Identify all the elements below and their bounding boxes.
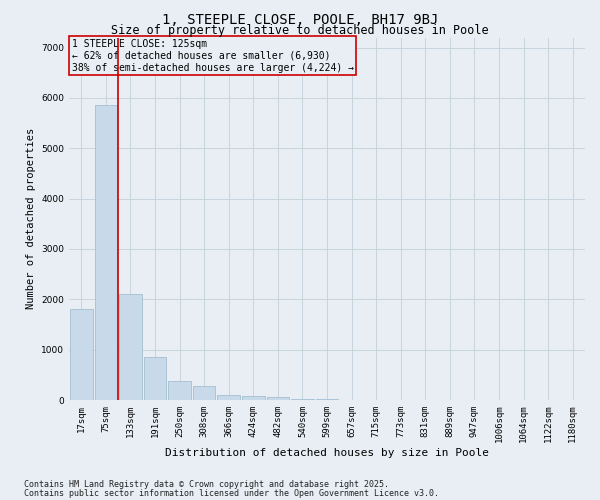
Text: Size of property relative to detached houses in Poole: Size of property relative to detached ho…	[111, 24, 489, 37]
Bar	[143, 357, 166, 400]
Text: 1, STEEPLE CLOSE, POOLE, BH17 9BJ: 1, STEEPLE CLOSE, POOLE, BH17 9BJ	[162, 12, 438, 26]
Bar	[291, 398, 314, 400]
Text: 1 STEEPLE CLOSE: 125sqm
← 62% of detached houses are smaller (6,930)
38% of semi: 1 STEEPLE CLOSE: 125sqm ← 62% of detache…	[71, 40, 353, 72]
Bar	[266, 398, 289, 400]
Bar	[217, 394, 240, 400]
Bar	[70, 310, 92, 400]
Bar	[193, 386, 215, 400]
Bar	[168, 381, 191, 400]
Text: Contains public sector information licensed under the Open Government Licence v3: Contains public sector information licen…	[24, 488, 439, 498]
Bar	[95, 106, 117, 400]
Bar	[119, 294, 142, 400]
Y-axis label: Number of detached properties: Number of detached properties	[26, 128, 35, 310]
X-axis label: Distribution of detached houses by size in Poole: Distribution of detached houses by size …	[165, 448, 489, 458]
Bar	[242, 396, 265, 400]
Bar	[316, 399, 338, 400]
Text: Contains HM Land Registry data © Crown copyright and database right 2025.: Contains HM Land Registry data © Crown c…	[24, 480, 389, 489]
